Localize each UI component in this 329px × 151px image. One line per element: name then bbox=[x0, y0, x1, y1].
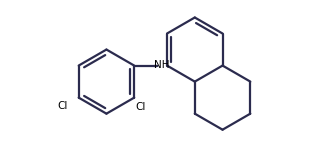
Text: NH: NH bbox=[154, 60, 169, 70]
Text: Cl: Cl bbox=[58, 101, 68, 111]
Text: Cl: Cl bbox=[136, 102, 146, 112]
